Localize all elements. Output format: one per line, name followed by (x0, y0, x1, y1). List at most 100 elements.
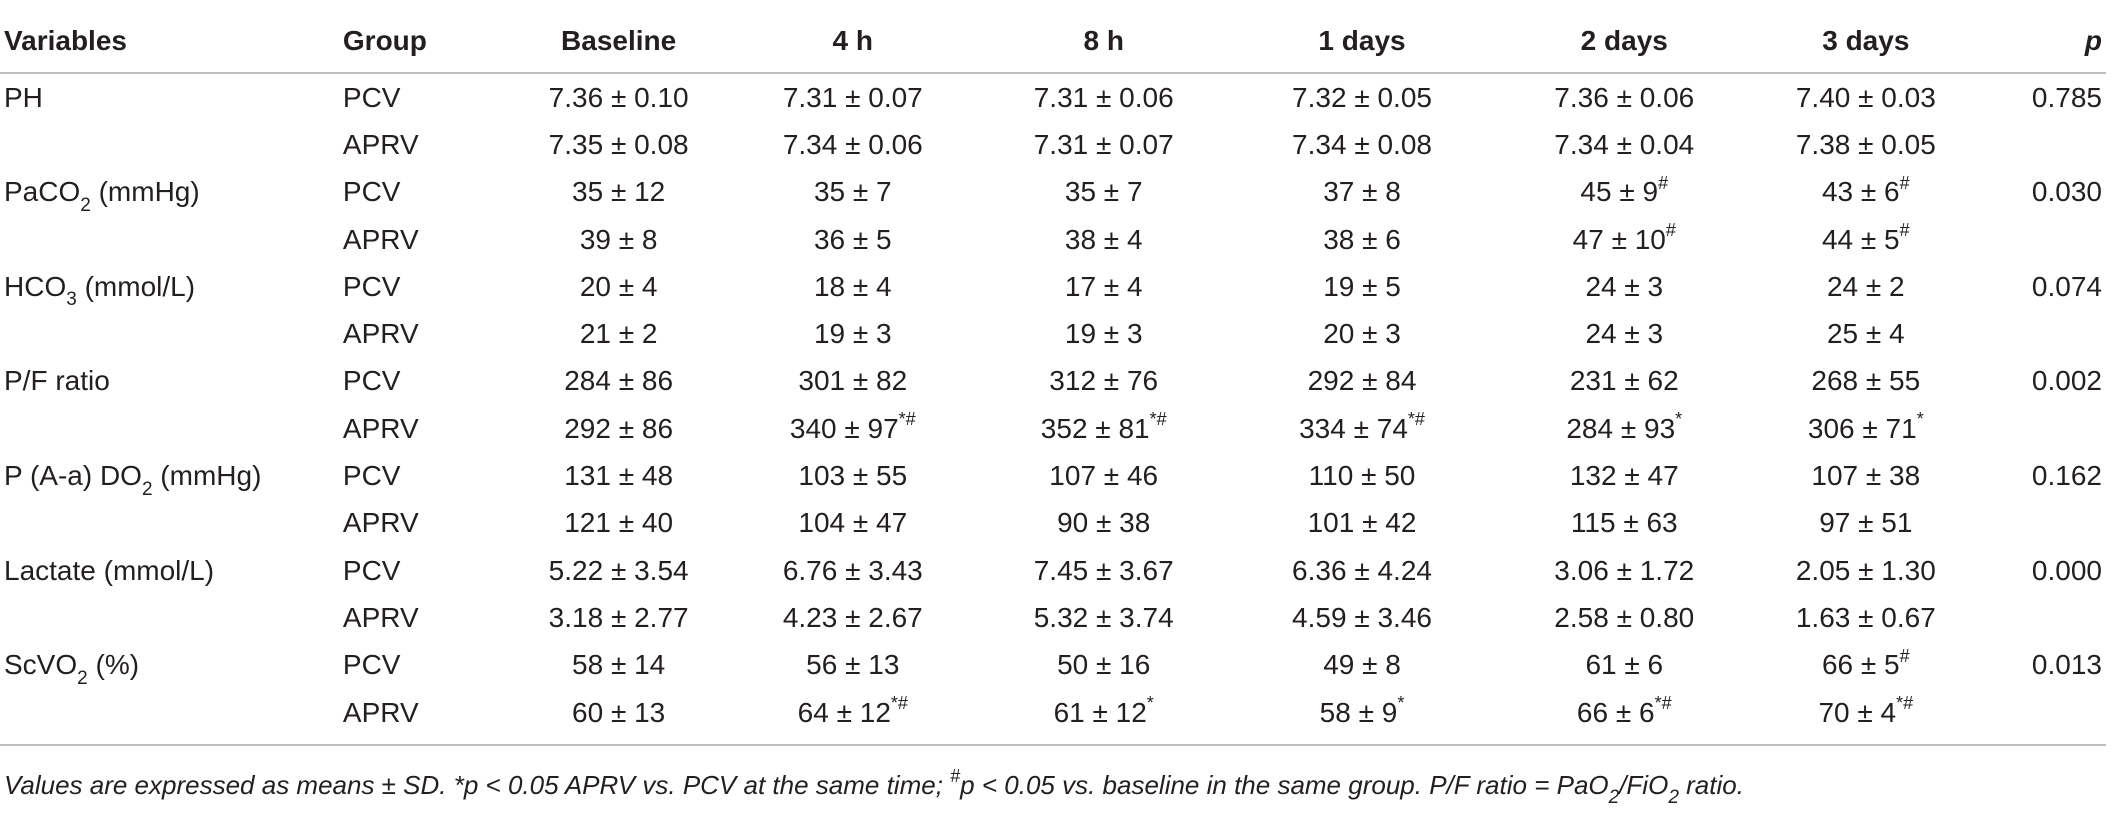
footnote-part3: /FiO (1619, 770, 1669, 800)
cell-value: 4.59 ± 3.46 (1227, 594, 1496, 641)
significance-mark: * (1675, 409, 1683, 430)
cell-value: 104 ± 47 (726, 500, 980, 547)
cell-p-value: 0.162 (2031, 460, 2102, 492)
header-8h: 8 h (1083, 25, 1124, 56)
cell-value: 292 ± 86 (512, 405, 726, 452)
cell-p-value: 0.785 (2031, 81, 2102, 113)
cell-value: 47 ± 10# (1497, 216, 1752, 263)
cell-p-value (1980, 405, 2106, 452)
cell-variable: PaCO2 (mmHg) (0, 169, 339, 216)
variable-unit: (%) (87, 649, 140, 681)
cell-group: APRV (342, 223, 419, 255)
cell-value: 58 ± 9* (1227, 689, 1496, 745)
cell-value: 60 ± 13 (512, 689, 726, 745)
value-text: 292 ± 86 (564, 412, 674, 444)
cell-value: 6.76 ± 3.43 (726, 547, 980, 594)
cell-value: 284 ± 86 (512, 358, 726, 405)
cell-value: 268 ± 55 (1752, 358, 1980, 405)
cell-value: 131 ± 48 (512, 452, 726, 499)
significance-mark: # (1899, 172, 1910, 193)
cell-value: 24 ± 3 (1497, 263, 1752, 310)
value-text: 7.31 ± 0.07 (782, 81, 923, 113)
cell-value: 7.36 ± 0.10 (512, 73, 726, 121)
variable-subscript: 2 (141, 478, 153, 500)
cell-group: APRV (342, 128, 419, 160)
value-text: 60 ± 13 (572, 696, 666, 728)
value-text: 268 ± 55 (1811, 365, 1921, 397)
cell-p-value (1980, 121, 2106, 168)
cell-value: 2.58 ± 0.80 (1497, 594, 1752, 641)
footnote-part2: p < 0.05 vs. baseline in the same group.… (960, 770, 1609, 800)
table-row: P/F ratio PCV 284 ± 86 301 ± 82 312 ± 76 292 … (0, 358, 2106, 405)
header-2-days: 2 days (1580, 25, 1668, 56)
cell-value: 44 ± 5# (1752, 216, 1980, 263)
cell-value: 7.35 ± 0.08 (512, 121, 726, 168)
table-body: PH PCV 7.36 ± 0.10 7.31 ± 0.07 7.31 ± 0.06 7.… (0, 73, 2106, 746)
value-text: 131 ± 48 (564, 460, 674, 492)
header-p: p (2084, 25, 2102, 56)
cell-value: 24 ± 2 (1752, 263, 1980, 310)
cell-value: 5.32 ± 3.74 (980, 594, 1227, 641)
cell-value: 56 ± 13 (726, 642, 980, 689)
cell-value: 231 ± 62 (1497, 358, 1752, 405)
cell-value: 107 ± 38 (1752, 452, 1980, 499)
value-text: 56 ± 13 (806, 649, 900, 681)
value-text: 35 ± 12 (572, 176, 666, 208)
value-text: 43 ± 6 (1821, 176, 1900, 208)
value-text: 37 ± 8 (1323, 176, 1401, 208)
value-text: 312 ± 76 (1049, 365, 1159, 397)
cell-value: 43 ± 6# (1752, 169, 1980, 216)
value-text: 5.22 ± 3.54 (548, 554, 689, 586)
cell-value: 312 ± 76 (980, 358, 1227, 405)
cell-value: 61 ± 12* (980, 689, 1227, 745)
cell-value: 7.45 ± 3.67 (980, 547, 1227, 594)
table-row: P (A-a) DO2 (mmHg) PCV 131 ± 48 103 ± 55 107… (0, 452, 2106, 499)
cell-value: 6.36 ± 4.24 (1227, 547, 1496, 594)
value-text: 306 ± 71 (1807, 412, 1917, 444)
value-text: 38 ± 4 (1064, 223, 1143, 255)
value-text: 7.34 ± 0.08 (1292, 128, 1432, 160)
value-text: 334 ± 74 (1299, 412, 1408, 444)
cell-variable (0, 689, 339, 745)
cell-value: 20 ± 4 (512, 263, 726, 310)
cell-value: 103 ± 55 (726, 452, 980, 499)
cell-variable (0, 216, 339, 263)
significance-mark: *# (1407, 409, 1425, 430)
value-text: 6.36 ± 4.24 (1292, 554, 1432, 586)
cell-value: 66 ± 6*# (1497, 689, 1752, 745)
value-text: 90 ± 38 (1057, 507, 1151, 539)
value-text: 17 ± 4 (1064, 270, 1143, 302)
cell-group: APRV (342, 601, 419, 633)
cell-value: 24 ± 3 (1497, 310, 1752, 357)
value-text: 66 ± 6 (1576, 696, 1655, 728)
cell-value: 5.22 ± 3.54 (512, 547, 726, 594)
value-text: 340 ± 97 (789, 412, 899, 444)
value-text: 24 ± 3 (1585, 270, 1664, 302)
value-text: 7.32 ± 0.05 (1292, 81, 1432, 113)
cell-value: 3.18 ± 2.77 (512, 594, 726, 641)
cell-value: 58 ± 14 (512, 642, 726, 689)
value-text: 97 ± 51 (1819, 507, 1913, 539)
value-text: 352 ± 81 (1040, 412, 1150, 444)
cell-group: PCV (342, 81, 401, 113)
value-text: 7.40 ± 0.03 (1795, 81, 1936, 113)
cell-value: 7.34 ± 0.04 (1497, 121, 1752, 168)
variable-name: PaCO (4, 176, 81, 208)
cell-p-value (1980, 689, 2106, 745)
cell-value: 19 ± 5 (1227, 263, 1496, 310)
cell-value: 17 ± 4 (980, 263, 1227, 310)
value-text: 24 ± 3 (1585, 318, 1664, 350)
value-text: 231 ± 62 (1569, 365, 1679, 397)
cell-p-value (1980, 594, 2106, 641)
value-text: 58 ± 14 (572, 649, 666, 681)
value-text: 61 ± 6 (1585, 649, 1664, 681)
cell-value: 50 ± 16 (980, 642, 1227, 689)
table-row: Lactate (mmol/L) PCV 5.22 ± 3.54 6.76 ± 3.4… (0, 547, 2106, 594)
variable-name: P (A-a) DO (4, 460, 142, 492)
cell-group: PCV (342, 270, 401, 302)
value-text: 61 ± 12 (1053, 696, 1147, 728)
cell-value: 2.05 ± 1.30 (1752, 547, 1980, 594)
cell-p-value: 0.013 (2031, 649, 2102, 681)
cell-value: 7.38 ± 0.05 (1752, 121, 1980, 168)
value-text: 19 ± 3 (1064, 318, 1143, 350)
